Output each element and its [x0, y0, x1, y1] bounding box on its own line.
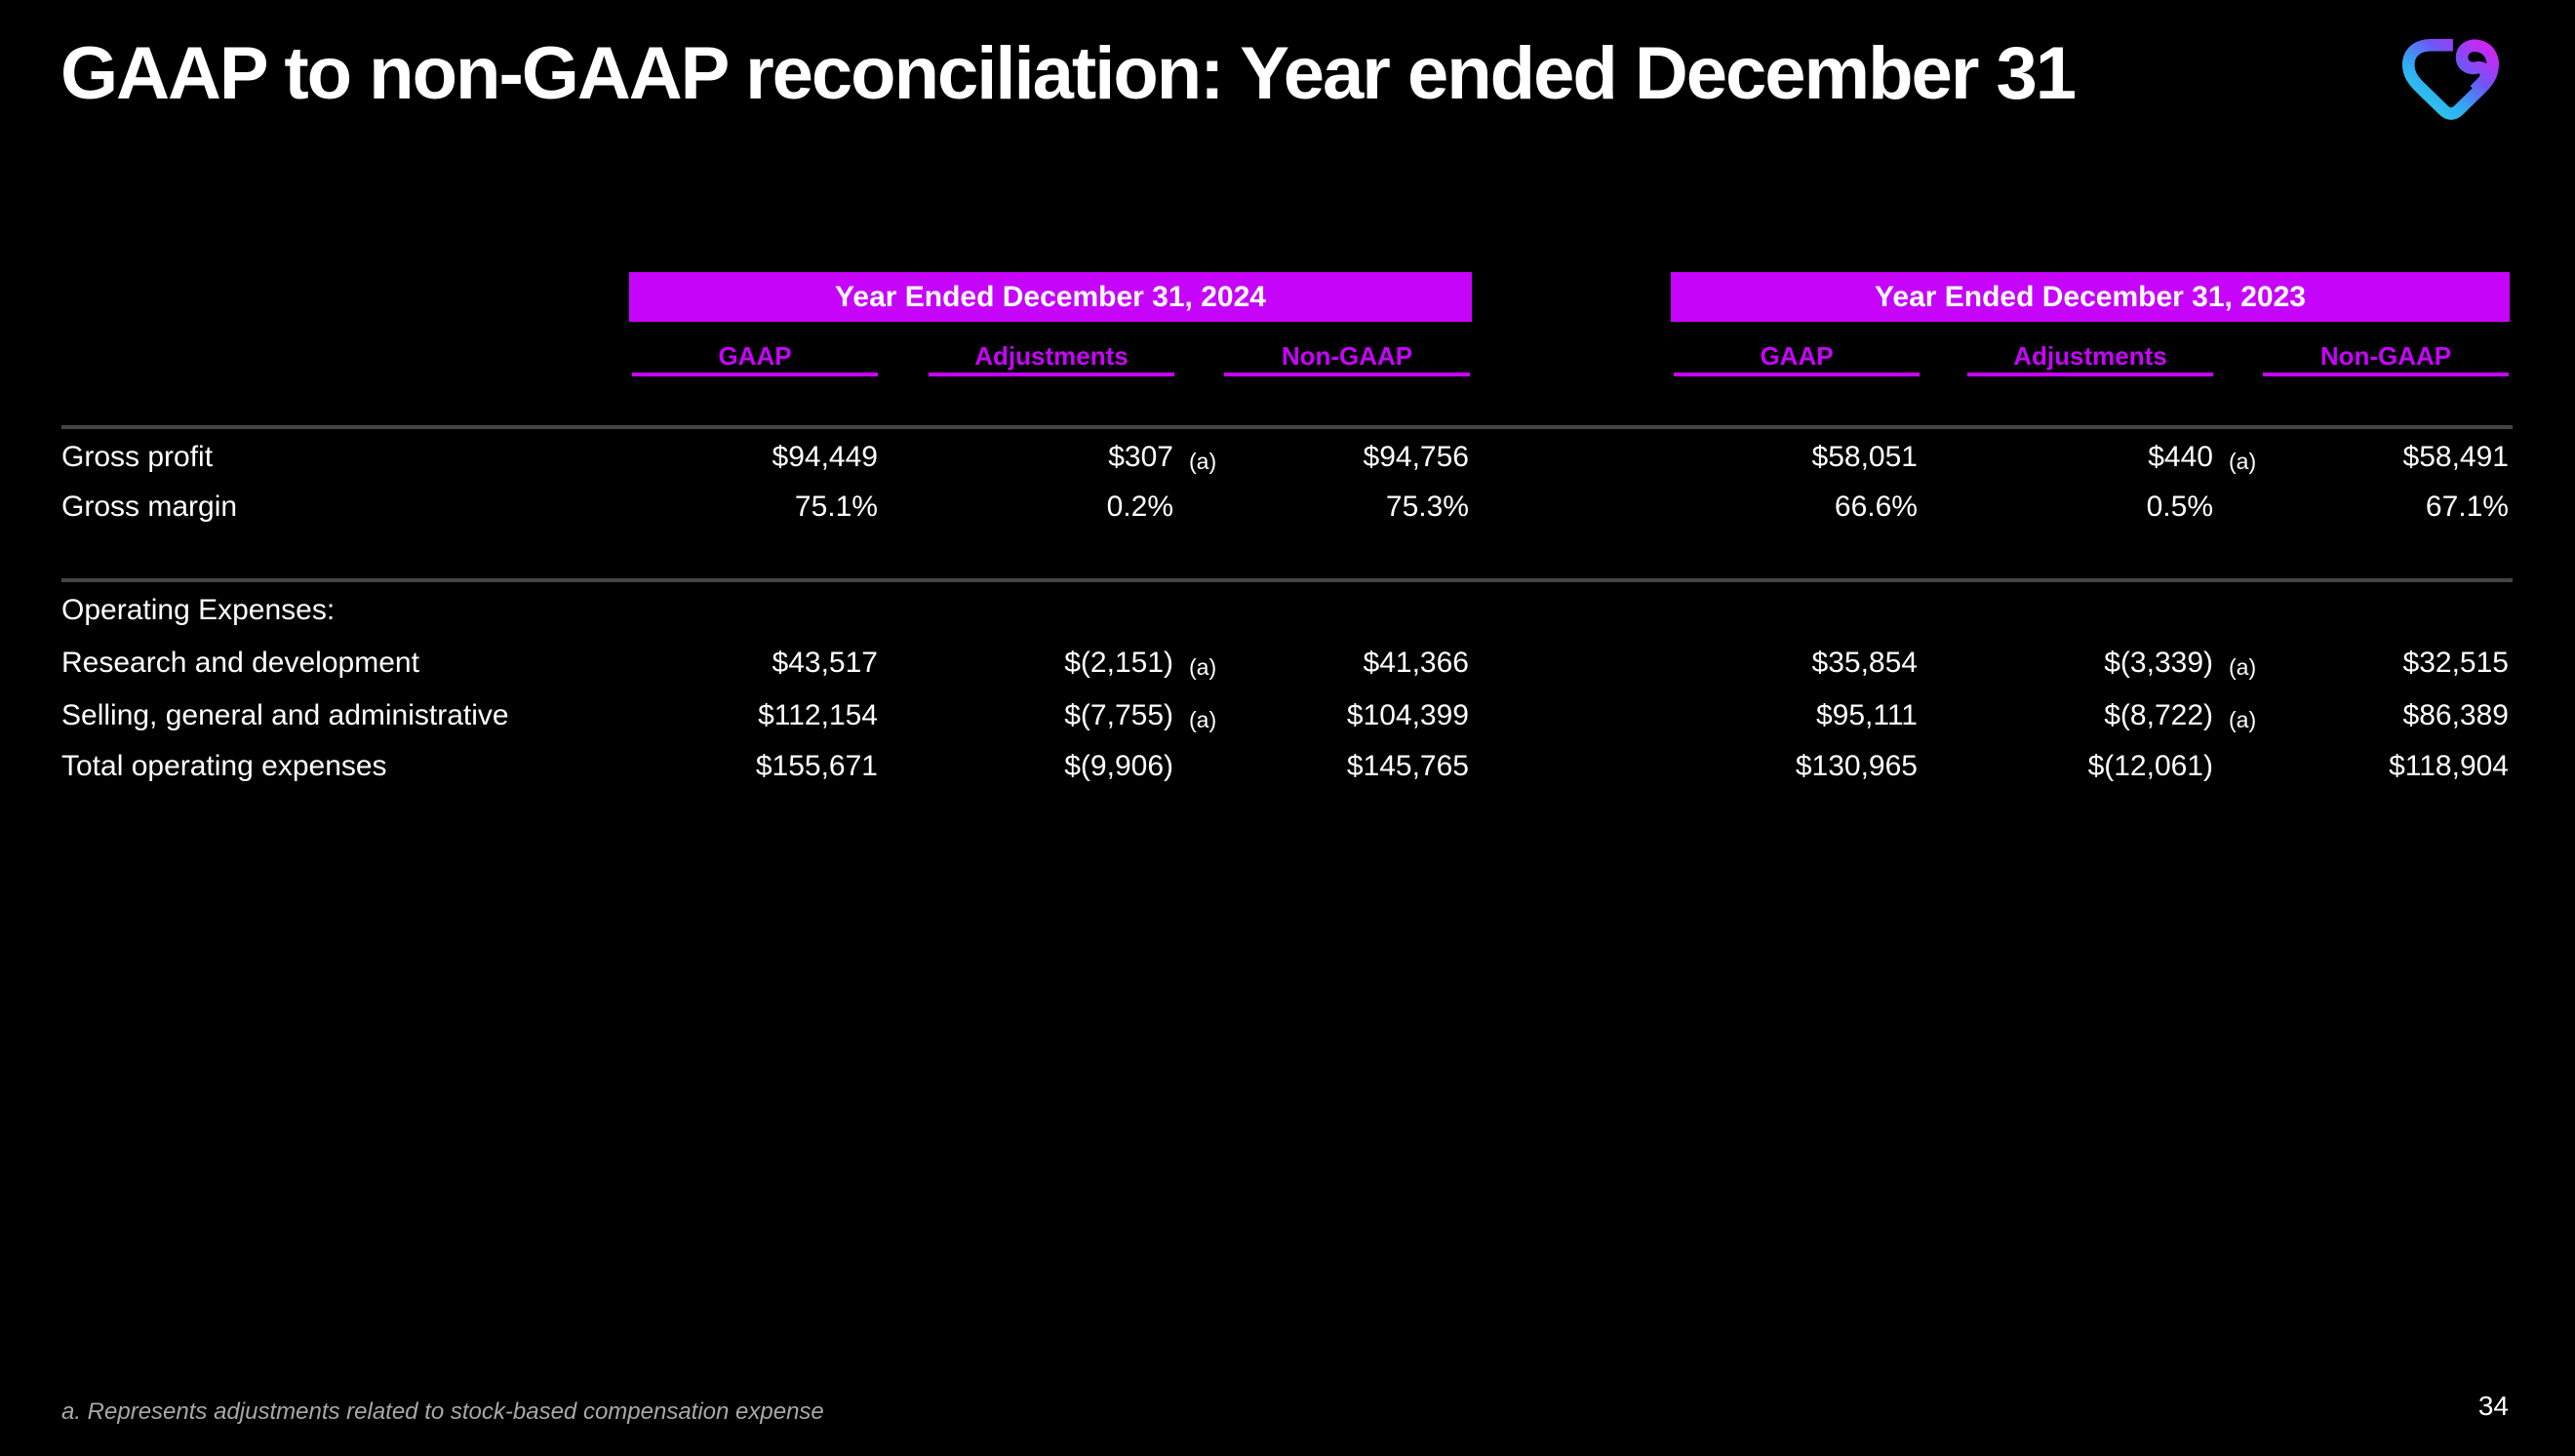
- cell-gaap-2023: $95,111: [1816, 699, 1918, 731]
- table-row-selling-general-administrative: Selling, general and administrative $112…: [0, 699, 2575, 732]
- cell-nongaap-2024: $41,366: [1363, 647, 1469, 679]
- cell-adjustments-2024: $(2,151) (a): [861, 647, 1216, 680]
- column-header-adjustments-2024: Adjustments: [929, 339, 1174, 376]
- cell-adjustments-2024: $(7,755) (a): [861, 699, 1216, 732]
- cell-gaap-2024: $155,671: [755, 750, 878, 782]
- year-group-2023-header: Year Ended December 31, 2023: [1671, 272, 2510, 322]
- cell-adjustments-2023: $(8,722) (a): [1901, 699, 2256, 732]
- cell-gaap-2023: $130,965: [1795, 750, 1918, 782]
- cell-gaap-2024: $112,154: [758, 699, 878, 731]
- column-header-adjustments-2023: Adjustments: [1967, 339, 2213, 376]
- cell-nongaap-2023: $32,515: [2402, 647, 2509, 679]
- cell-gaap-2023: 66.6%: [1834, 491, 1918, 523]
- cell-nongaap-2023: $118,904: [2389, 750, 2509, 782]
- table-divider-top: [61, 425, 2513, 429]
- footnote-marker: (a): [1189, 654, 1217, 680]
- heart-infinity-logo: [2402, 38, 2499, 120]
- column-header-gaap-2023: GAAP: [1674, 339, 1920, 376]
- cell-adjustments-2024: $(9,906): [1064, 750, 1173, 782]
- cell-adjustments-2023: $(12,061): [2087, 750, 2213, 782]
- footnote-marker: (a): [2229, 654, 2257, 680]
- table-divider-middle: [61, 578, 2513, 582]
- row-label: Research and development: [61, 647, 419, 679]
- cell-nongaap-2024: $104,399: [1346, 699, 1469, 731]
- page-number: 34: [2477, 1391, 2509, 1421]
- table-row-total-operating-expenses: Total operating expenses $155,671 $(9,90…: [0, 750, 2575, 783]
- cell-adjustments-2024: $307 (a): [861, 441, 1216, 474]
- cell-adjustments-2024: 0.2%: [1106, 491, 1173, 523]
- row-label: Gross profit: [61, 441, 214, 473]
- table-section-operating-expenses: Operating Expenses:: [0, 594, 2575, 627]
- page-title: GAAP to non-GAAP reconciliation: Year en…: [60, 32, 2077, 115]
- table-row-gross-margin: Gross margin 75.1% 0.2% 75.3% 66.6% 0.5%…: [0, 491, 2575, 524]
- section-label: Operating Expenses:: [61, 594, 336, 626]
- cell-nongaap-2024: 75.3%: [1385, 491, 1469, 523]
- footnote: a. Represents adjustments related to sto…: [61, 1398, 824, 1425]
- row-label: Total operating expenses: [61, 750, 387, 782]
- row-label: Selling, general and administrative: [61, 699, 509, 731]
- cell-nongaap-2023: $86,389: [2402, 699, 2509, 731]
- cell-nongaap-2024: $94,756: [1363, 441, 1469, 473]
- cell-adjustments-2023: $440 (a): [1901, 441, 2256, 474]
- cell-gaap-2023: $35,854: [1811, 647, 1918, 679]
- year-group-2024-header: Year Ended December 31, 2024: [629, 272, 1472, 322]
- cell-adjustments-2023: $(3,339) (a): [1901, 647, 2256, 680]
- footnote-marker: (a): [2229, 707, 2257, 732]
- cell-gaap-2023: $58,051: [1811, 441, 1918, 473]
- cell-gaap-2024: 75.1%: [794, 491, 878, 523]
- cell-nongaap-2023: $58,491: [2402, 441, 2509, 473]
- column-header-nongaap-2023: Non-GAAP: [2263, 339, 2509, 376]
- cell-nongaap-2024: $145,765: [1346, 750, 1469, 782]
- footnote-marker: (a): [2229, 449, 2257, 474]
- cell-gaap-2024: $94,449: [772, 441, 878, 473]
- cell-nongaap-2023: 67.1%: [2425, 491, 2509, 523]
- table-row-research-and-development: Research and development $43,517 $(2,151…: [0, 647, 2575, 680]
- footnote-marker: (a): [1189, 449, 1217, 474]
- row-label: Gross margin: [61, 491, 238, 523]
- cell-adjustments-2023: 0.5%: [2146, 491, 2213, 523]
- column-header-nongaap-2024: Non-GAAP: [1224, 339, 1470, 376]
- column-header-gaap-2024: GAAP: [632, 339, 878, 376]
- table-row-gross-profit: Gross profit $94,449 $307 (a) $94,756 $58…: [0, 441, 2575, 474]
- footnote-marker: (a): [1189, 707, 1217, 732]
- cell-gaap-2024: $43,517: [772, 647, 878, 679]
